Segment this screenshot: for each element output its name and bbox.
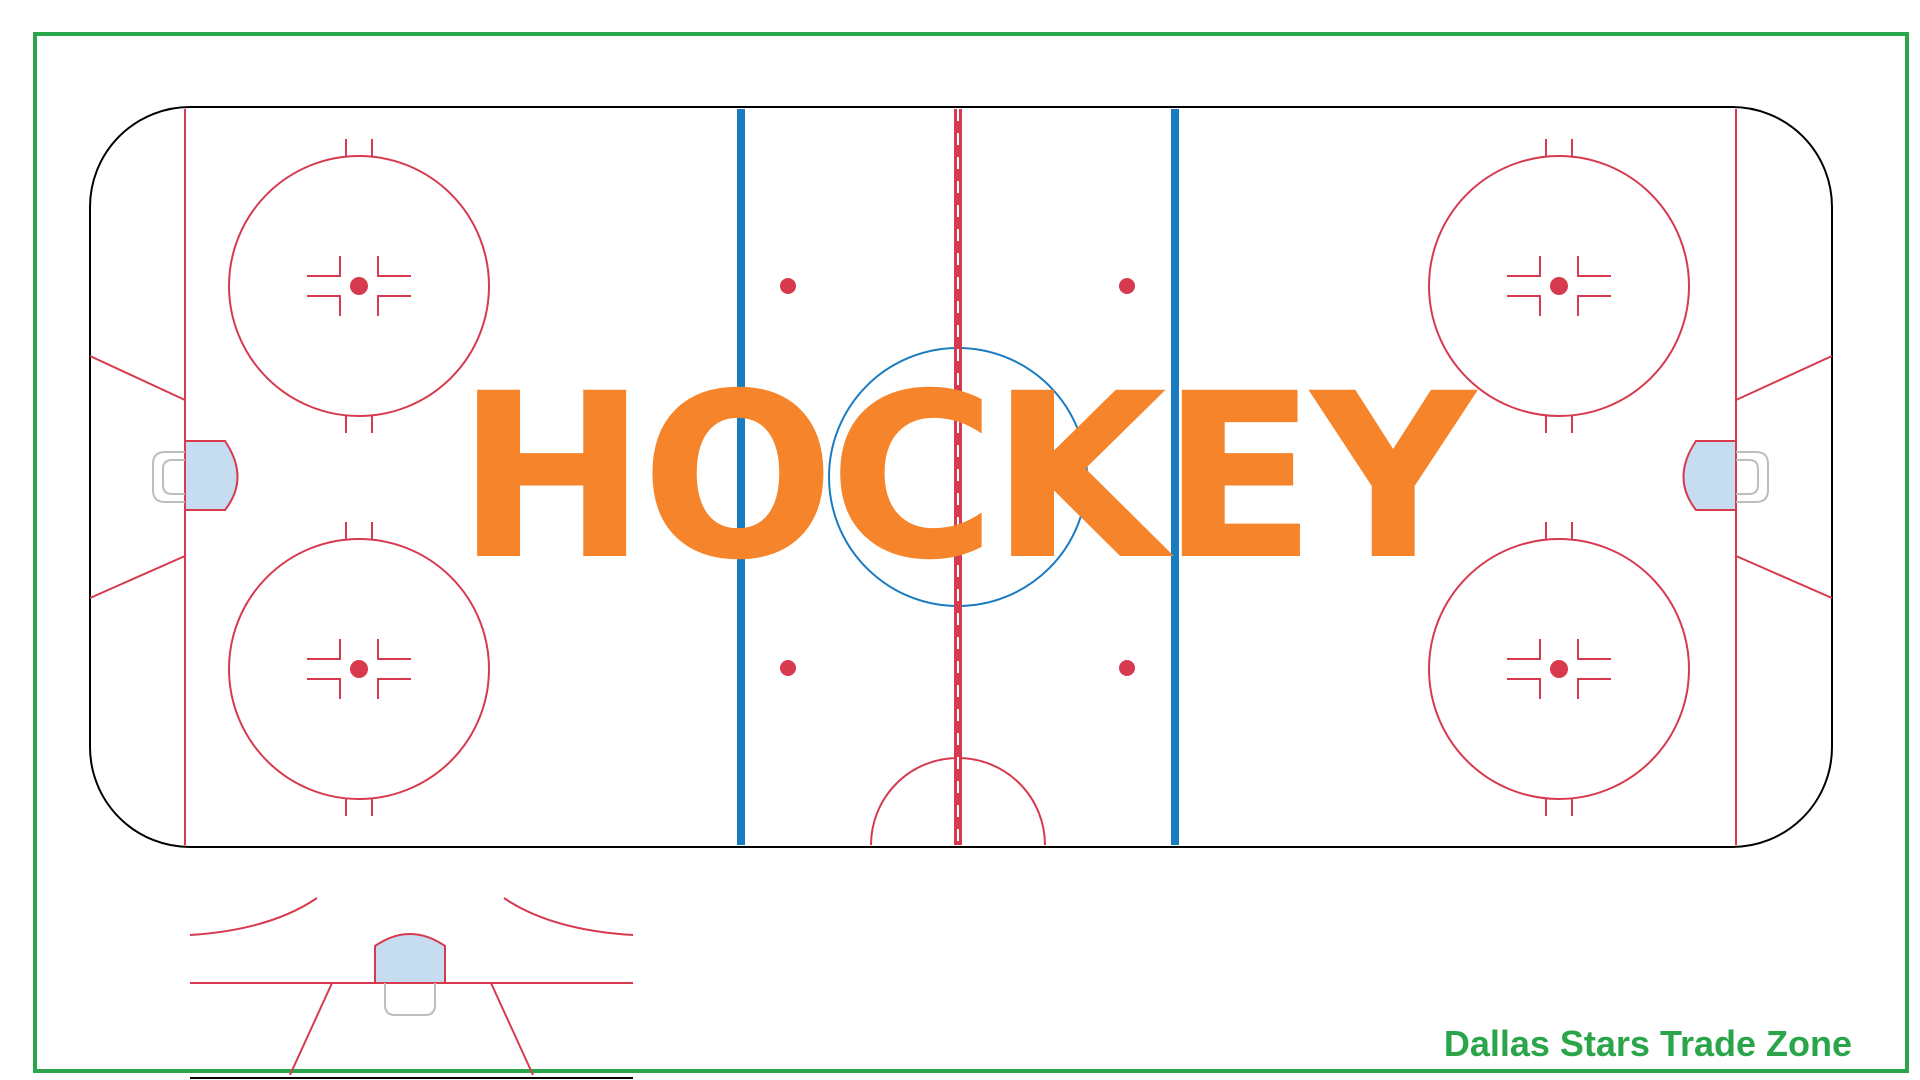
faceoff-circle-top-right — [1428, 139, 1690, 433]
faceoff-circle-bottom-right — [1428, 522, 1690, 816]
faceoff-circle-top-left — [228, 139, 490, 433]
goal-net-icon — [1736, 451, 1769, 503]
right-blue-line — [1171, 109, 1179, 845]
faceoff-dot-icon — [780, 278, 796, 294]
faceoff-dot-icon — [1550, 277, 1568, 295]
faceoff-dot-icon — [350, 660, 368, 678]
right-trapezoid — [1735, 355, 1833, 599]
faceoff-dot-icon — [1119, 660, 1135, 676]
brand-label: Dallas Stars Trade Zone — [1444, 1023, 1852, 1064]
left-trapezoid — [89, 355, 186, 599]
outer-frame — [33, 32, 1909, 1073]
faceoff-dot-icon — [1119, 278, 1135, 294]
left-goal-crease — [184, 440, 239, 511]
goal-net-icon — [152, 451, 185, 503]
faceoff-dot-icon — [780, 660, 796, 676]
right-goal-crease — [1682, 440, 1737, 511]
faceoff-dot-icon — [350, 277, 368, 295]
faceoff-circle-bottom-left — [228, 522, 490, 816]
goal-detail-inset — [189, 897, 634, 1079]
faceoff-dot-icon — [1550, 660, 1568, 678]
left-blue-line — [737, 109, 745, 845]
hockey-title: HOCKEY — [456, 344, 1478, 610]
